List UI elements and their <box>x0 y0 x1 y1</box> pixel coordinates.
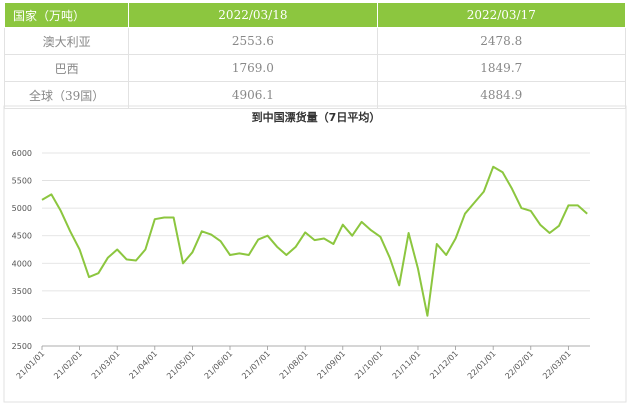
y-tick-label: 2500 <box>12 342 32 351</box>
table-row: 澳大利亚 2553.6 2478.8 <box>3 27 627 55</box>
table-cell: 2478.8 <box>376 27 627 55</box>
header-cell: 国家（万吨） <box>3 2 130 28</box>
x-tick-label: 21/02/01 <box>52 349 84 381</box>
y-tick-label: 4500 <box>12 232 32 241</box>
data-line <box>41 165 588 317</box>
table-cell: 4884.9 <box>376 81 627 109</box>
data-table: 国家（万吨） 2022/03/18 2022/03/17 澳大利亚 2553.6 2478… <box>3 2 627 109</box>
table-row: 全球（39国） 4906.1 4884.9 <box>3 81 627 109</box>
x-tick-label: 21/06/01 <box>203 349 235 381</box>
x-tick-label: 21/05/01 <box>165 349 197 381</box>
x-tick-label: 21/09/01 <box>315 349 347 381</box>
x-tick-label: 21/10/01 <box>353 349 385 381</box>
table-cell: 全球（39国） <box>3 81 130 109</box>
y-tick-label: 5000 <box>12 204 32 213</box>
chart-title: 到中国漂货量（7日平均） <box>252 110 381 124</box>
table-cell: 4906.1 <box>128 81 378 109</box>
x-tick-label: 21/08/01 <box>278 349 310 381</box>
x-tick-label: 22/02/01 <box>503 349 535 381</box>
x-tick-label: 21/12/01 <box>428 349 460 381</box>
x-tick-label: 21/03/01 <box>90 349 122 381</box>
table-cell: 2553.6 <box>128 27 378 55</box>
x-tick-label: 21/11/01 <box>391 349 423 381</box>
table-row: 巴西 1769.0 1849.7 <box>3 54 627 82</box>
y-tick-label: 3500 <box>12 287 32 296</box>
x-tick-label: 21/07/01 <box>240 349 272 381</box>
table-cell: 澳大利亚 <box>3 27 130 55</box>
x-tick-label: 21/01/01 <box>15 349 47 381</box>
table-cell: 1849.7 <box>376 54 627 82</box>
y-tick-label: 3000 <box>12 314 32 323</box>
x-tick-label: 21/04/01 <box>127 349 159 381</box>
x-tick-label: 22/03/01 <box>541 349 573 381</box>
y-tick-label: 6000 <box>12 149 32 158</box>
y-tick-label: 4000 <box>12 259 32 268</box>
y-tick-label: 5500 <box>12 177 32 186</box>
table-cell: 1769.0 <box>128 54 378 82</box>
x-tick-label: 22/01/01 <box>466 349 498 381</box>
chart-frame <box>3 105 627 403</box>
